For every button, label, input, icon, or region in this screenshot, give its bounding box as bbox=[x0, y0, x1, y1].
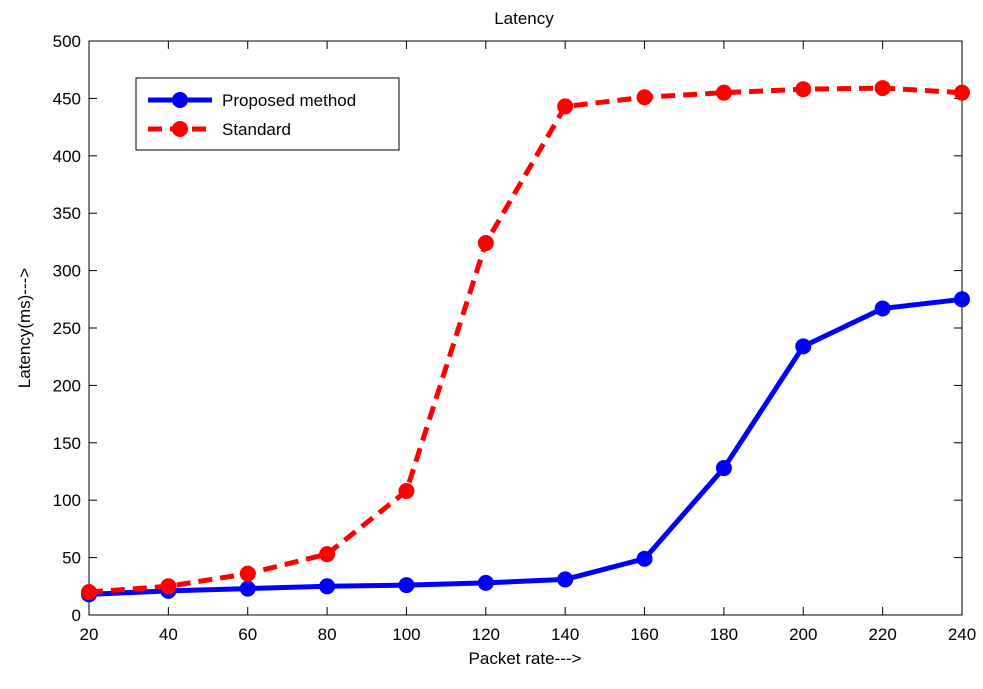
y-tick-label: 0 bbox=[72, 606, 81, 625]
series-line-proposed-method bbox=[88, 296, 963, 597]
x-tick-label: 40 bbox=[159, 625, 178, 644]
y-tick-label: 50 bbox=[62, 549, 81, 568]
data-point-proposed-method bbox=[636, 550, 653, 567]
data-point-proposed-method bbox=[715, 460, 732, 477]
y-tick-label: 450 bbox=[53, 89, 81, 108]
x-tick-label: 140 bbox=[551, 625, 579, 644]
data-point-proposed-method bbox=[874, 300, 891, 317]
legend: Proposed method Standard bbox=[135, 77, 400, 151]
x-axis-label: Packet rate---> bbox=[469, 649, 582, 668]
series-line-standard bbox=[88, 85, 963, 595]
y-tick-label: 350 bbox=[53, 204, 81, 223]
data-point-proposed-method bbox=[954, 291, 970, 308]
legend-box bbox=[135, 77, 400, 151]
data-point-standard bbox=[715, 84, 732, 101]
x-tick-label: 120 bbox=[472, 625, 500, 644]
x-tick-label: 100 bbox=[392, 625, 420, 644]
y-tick-label: 500 bbox=[53, 32, 81, 51]
x-axis: 20 40 60 80 100 120 140 160 180 200 220 240 bbox=[80, 41, 976, 644]
x-tick-label: 240 bbox=[948, 625, 976, 644]
y-tick-label: 400 bbox=[53, 147, 81, 166]
data-point-proposed-method bbox=[398, 577, 415, 594]
x-tick-label: 220 bbox=[868, 625, 896, 644]
y-tick-label: 200 bbox=[53, 376, 81, 395]
data-point-standard bbox=[557, 98, 574, 115]
data-point-standard bbox=[319, 546, 336, 563]
chart-title: Latency bbox=[494, 9, 554, 28]
data-point-proposed-method bbox=[477, 574, 494, 591]
y-tick-label: 250 bbox=[53, 319, 81, 338]
series-layer bbox=[81, 80, 970, 603]
data-point-standard bbox=[954, 84, 970, 101]
data-point-standard bbox=[477, 235, 494, 252]
data-point-standard bbox=[160, 578, 177, 595]
data-point-proposed-method bbox=[239, 580, 256, 597]
x-tick-label: 160 bbox=[630, 625, 658, 644]
legend-label-proposed-method: Proposed method bbox=[222, 91, 356, 110]
data-point-proposed-method bbox=[319, 578, 336, 595]
x-tick-label: 20 bbox=[80, 625, 99, 644]
data-point-standard bbox=[81, 584, 97, 601]
legend-label-standard: Standard bbox=[222, 120, 291, 139]
data-point-proposed-method bbox=[795, 338, 812, 355]
data-point-proposed-method bbox=[557, 571, 574, 588]
x-tick-label: 200 bbox=[789, 625, 817, 644]
legend-marker-proposed-method bbox=[172, 92, 188, 108]
data-point-standard bbox=[239, 565, 256, 582]
data-point-standard bbox=[874, 80, 891, 97]
x-tick-label: 180 bbox=[710, 625, 738, 644]
y-tick-label: 150 bbox=[53, 434, 81, 453]
y-tick-label: 100 bbox=[53, 491, 81, 510]
legend-marker-standard bbox=[172, 121, 188, 137]
y-axis: 0 50 100 150 200 250 300 350 400 450 500 bbox=[53, 32, 962, 625]
y-tick-label: 300 bbox=[53, 262, 81, 281]
x-tick-label: 60 bbox=[238, 625, 257, 644]
x-tick-label: 80 bbox=[318, 625, 337, 644]
data-point-standard bbox=[795, 81, 812, 98]
y-axis-label: Latency(ms)---> bbox=[15, 268, 34, 389]
data-point-standard bbox=[398, 483, 415, 500]
data-point-standard bbox=[636, 89, 653, 106]
